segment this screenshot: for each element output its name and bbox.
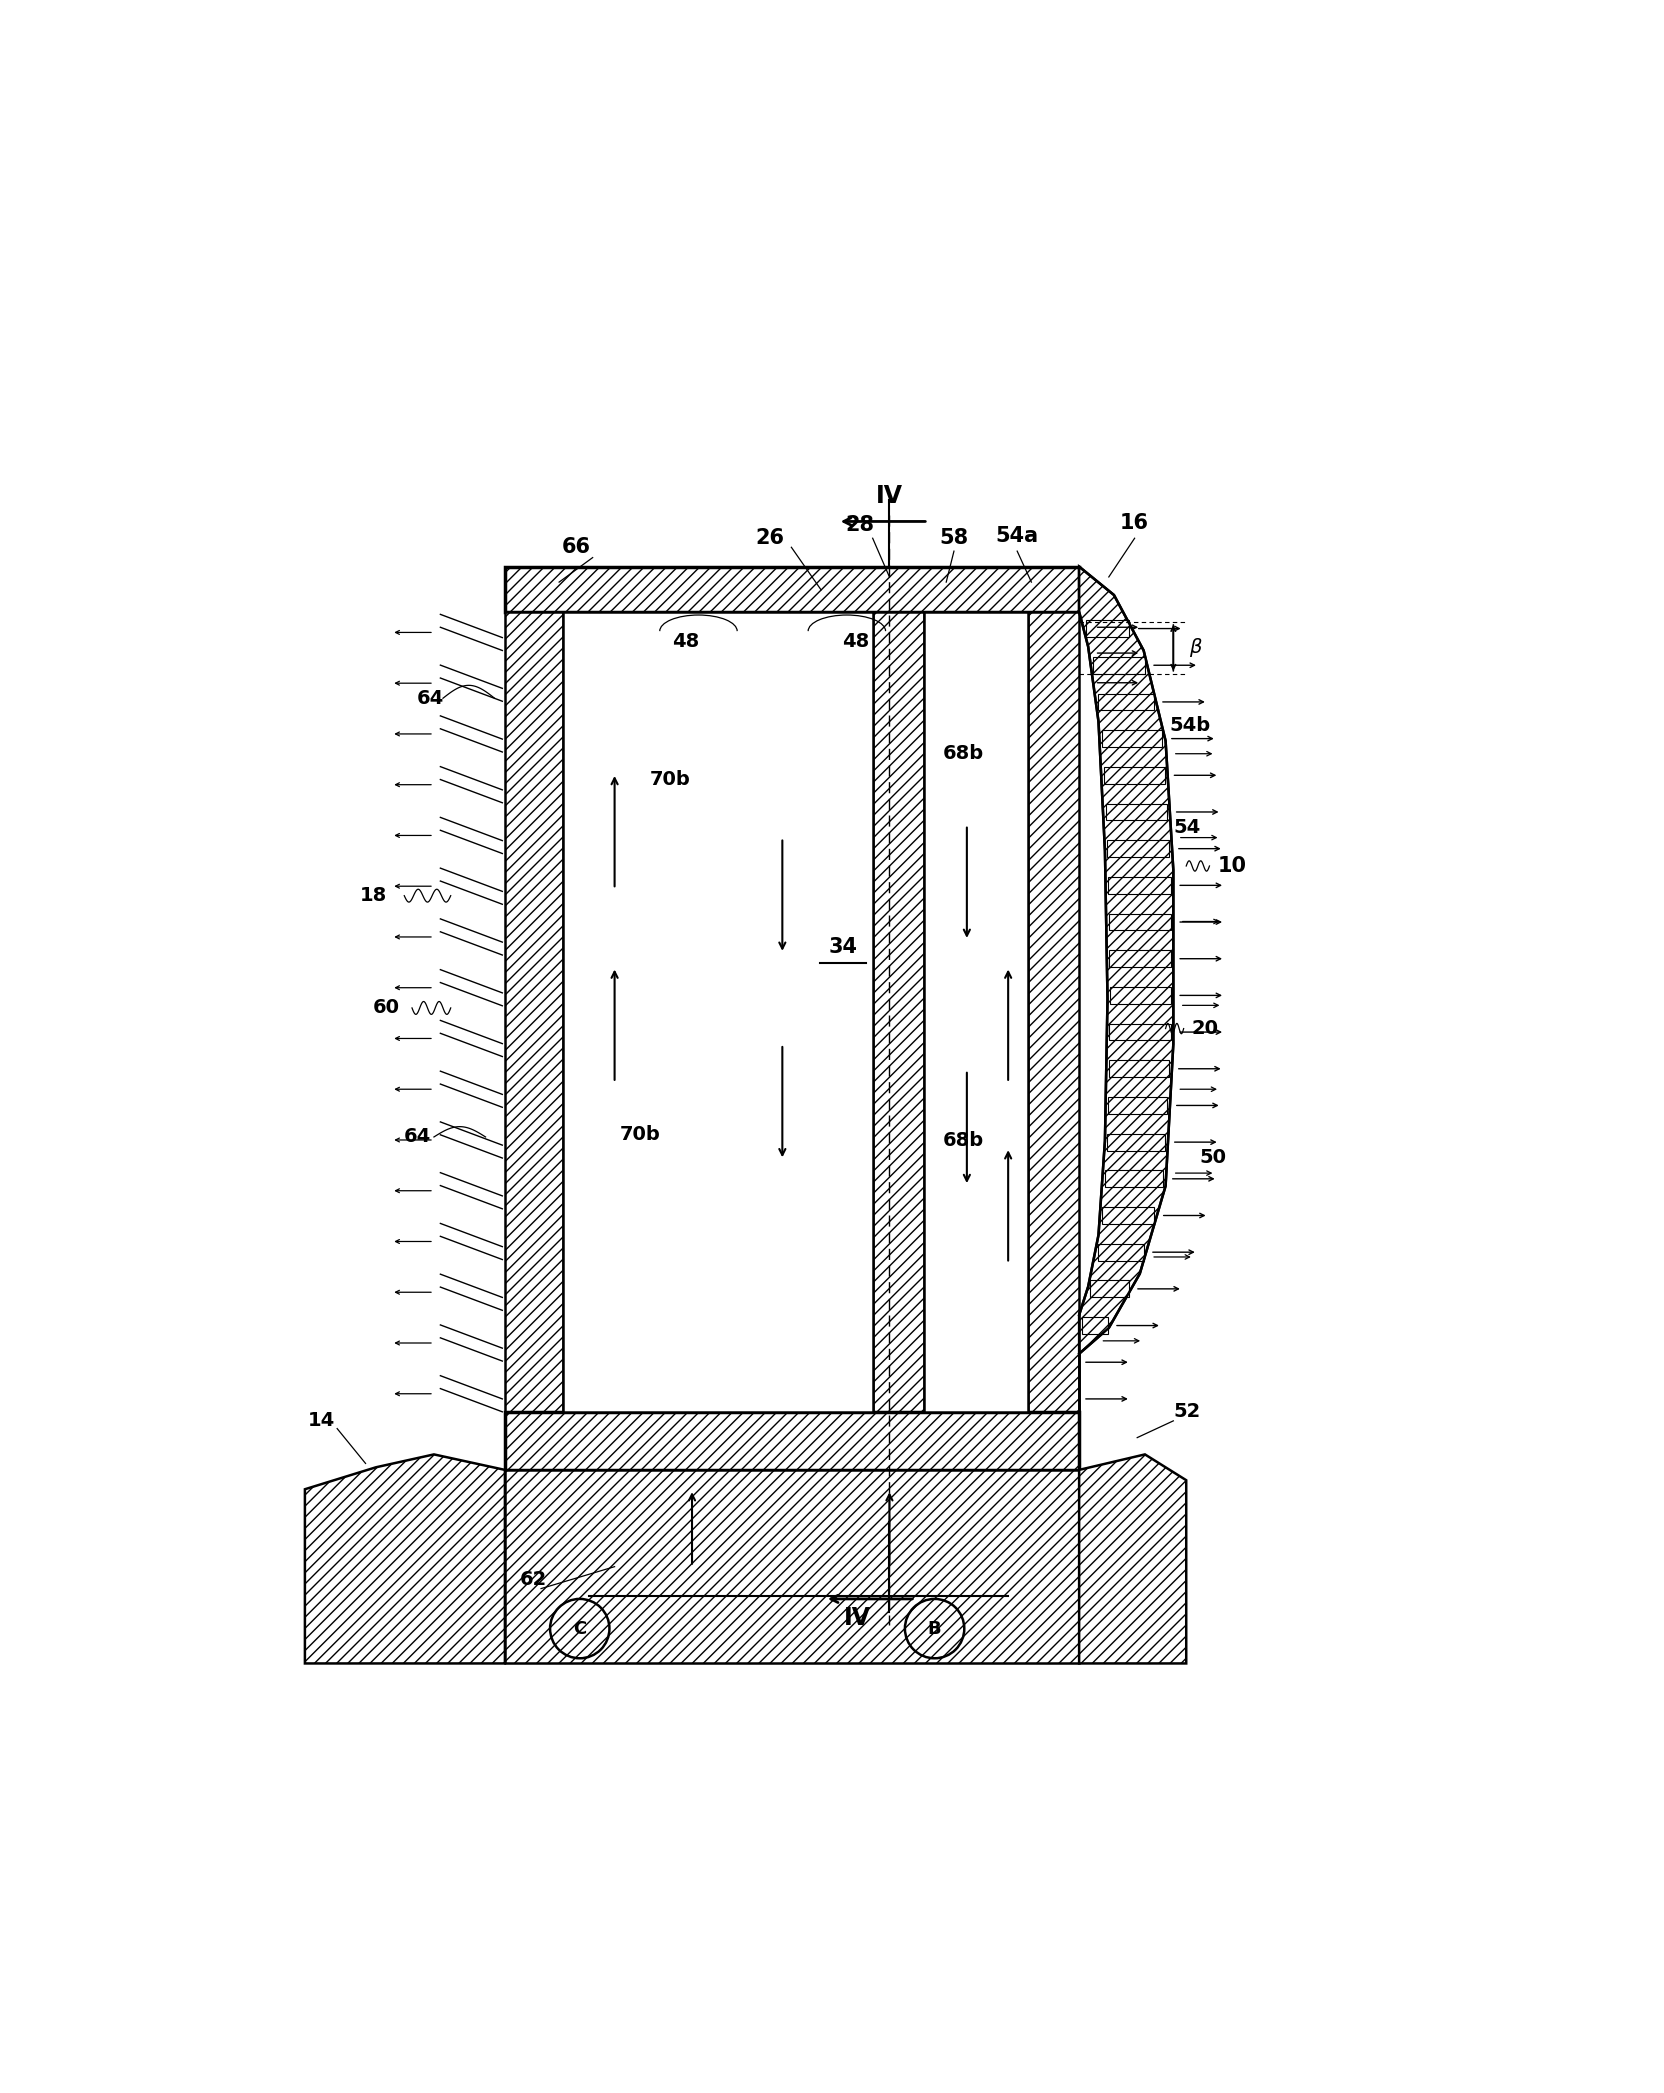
Bar <box>1102 1208 1153 1224</box>
Text: 70b: 70b <box>619 1124 661 1145</box>
Bar <box>1105 804 1166 820</box>
Text: IV: IV <box>844 1605 870 1630</box>
Bar <box>562 611 872 1413</box>
Text: 60: 60 <box>373 998 399 1017</box>
Bar <box>1110 988 1170 1005</box>
Text: 14: 14 <box>308 1411 334 1430</box>
Bar <box>1107 1134 1165 1151</box>
Bar <box>1108 1097 1166 1113</box>
Text: 52: 52 <box>1173 1402 1200 1421</box>
Bar <box>1103 766 1165 783</box>
Text: 64: 64 <box>403 1128 431 1147</box>
Text: 28: 28 <box>845 515 874 536</box>
Polygon shape <box>1078 567 1173 1354</box>
Text: IV: IV <box>875 483 902 509</box>
Bar <box>1107 839 1168 856</box>
Text: 10: 10 <box>1216 856 1245 877</box>
Bar <box>504 567 1078 611</box>
Text: 48: 48 <box>672 632 699 651</box>
Text: 16: 16 <box>1120 513 1148 534</box>
Text: 62: 62 <box>519 1570 546 1589</box>
Text: 54b: 54b <box>1168 716 1210 735</box>
Bar <box>1027 611 1078 1413</box>
Text: 66: 66 <box>561 538 591 557</box>
Text: C: C <box>572 1620 586 1637</box>
Bar <box>1108 877 1170 894</box>
Text: 68b: 68b <box>942 745 983 764</box>
Text: 70b: 70b <box>649 770 691 789</box>
Text: 54: 54 <box>1173 818 1200 837</box>
Text: $\beta$: $\beta$ <box>1188 636 1201 659</box>
Polygon shape <box>504 1469 1078 1664</box>
Bar <box>1108 915 1170 931</box>
Bar <box>1090 1281 1128 1298</box>
Bar <box>504 611 562 1413</box>
Bar <box>1093 657 1143 674</box>
Text: 48: 48 <box>842 632 869 651</box>
Bar <box>1098 693 1153 710</box>
Text: 50: 50 <box>1198 1149 1225 1168</box>
Text: 18: 18 <box>359 885 386 904</box>
Bar <box>1108 950 1170 967</box>
Bar <box>1105 1170 1163 1187</box>
Text: B: B <box>927 1620 940 1637</box>
Text: 34: 34 <box>829 938 857 957</box>
Bar <box>1097 1243 1143 1260</box>
Bar <box>1108 1061 1168 1078</box>
Bar <box>1108 1023 1170 1040</box>
Text: 20: 20 <box>1191 1019 1218 1038</box>
Bar <box>1102 730 1161 747</box>
Text: 64: 64 <box>416 689 443 707</box>
Text: 58: 58 <box>938 527 968 548</box>
Polygon shape <box>305 1455 504 1664</box>
Text: 68b: 68b <box>942 1132 983 1151</box>
Bar <box>1085 620 1128 636</box>
Bar <box>1082 1316 1107 1333</box>
Polygon shape <box>1078 1455 1185 1664</box>
Text: 26: 26 <box>754 527 784 548</box>
Bar <box>872 611 924 1413</box>
Text: 54a: 54a <box>995 525 1038 546</box>
Bar <box>924 611 1027 1413</box>
Bar <box>504 1413 1078 1469</box>
